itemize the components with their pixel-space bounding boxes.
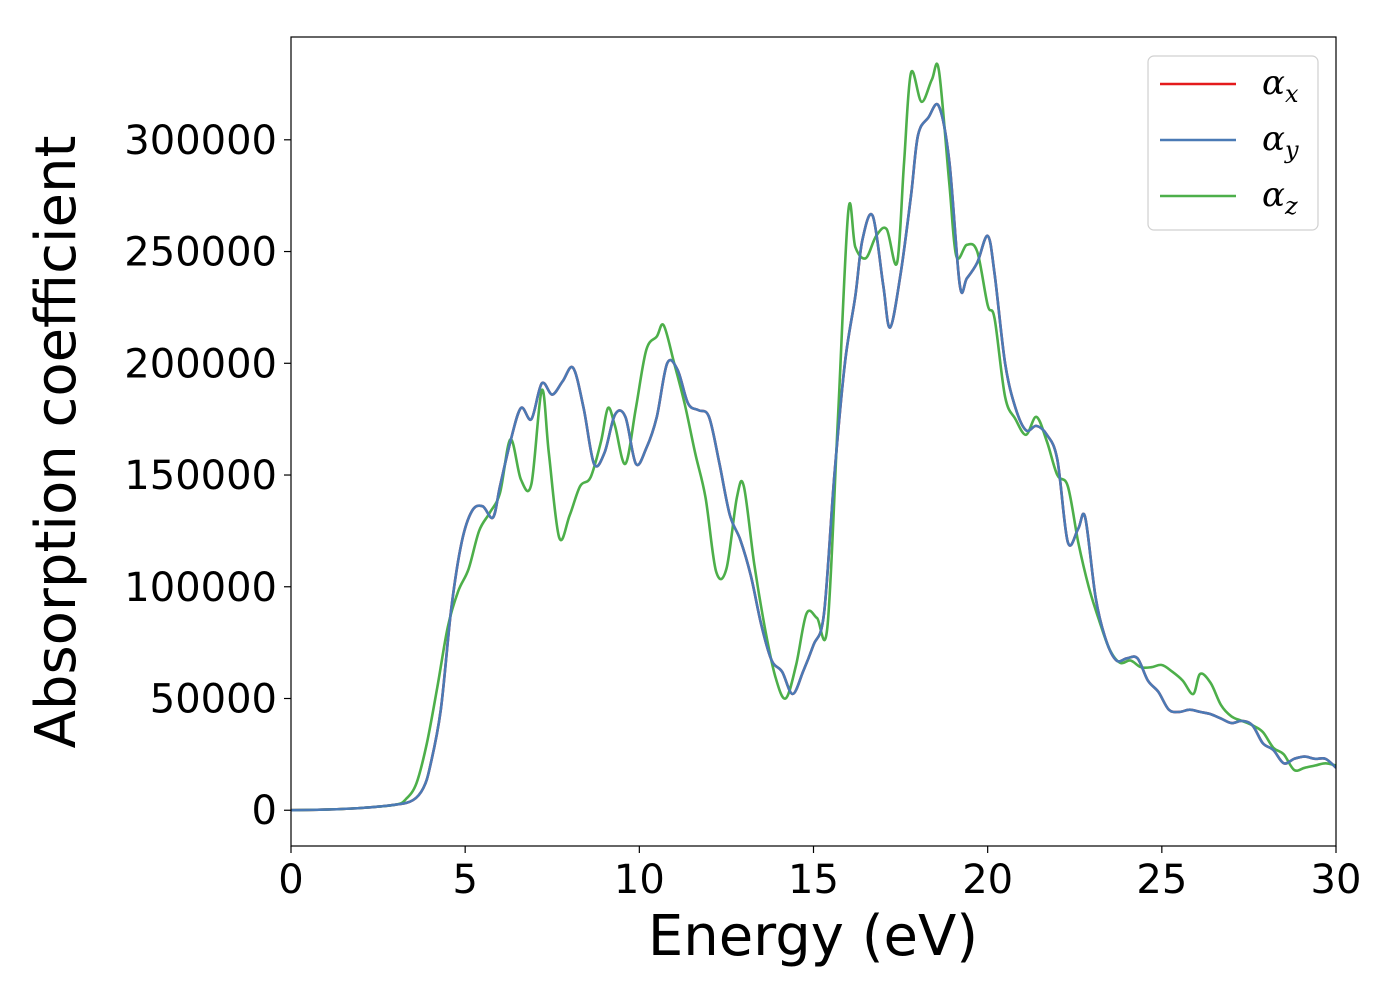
legend-label-z: αz — [1262, 175, 1298, 220]
legend-box — [1147, 55, 1319, 231]
y-tick-label: 0 — [252, 788, 277, 834]
series-layer — [291, 62, 1336, 812]
x-tick-label: 15 — [788, 857, 839, 903]
x-tick-label: 20 — [962, 857, 1013, 903]
series-line-z — [291, 62, 1336, 812]
legend-label-x: αx — [1262, 63, 1299, 108]
x-axis-label: Energy (eV) — [648, 904, 978, 969]
legend-label-y: αy — [1262, 119, 1299, 164]
x-tick-label: 30 — [1311, 857, 1362, 903]
y-axis: 0 50000 100000 150000 200000 250000 300000 — [124, 118, 291, 834]
legend: αx αy αz — [1147, 55, 1319, 231]
x-axis: 0 5 10 15 20 25 30 — [278, 846, 1361, 903]
y-axis-label: Absorption coefficient — [24, 136, 89, 749]
x-tick-label: 0 — [278, 857, 303, 903]
x-tick-label: 10 — [614, 857, 665, 903]
y-tick-label: 250000 — [124, 230, 277, 276]
y-tick-label: 150000 — [124, 453, 277, 499]
x-tick-label: 5 — [452, 857, 477, 903]
series-line-y — [291, 102, 1336, 812]
y-tick-label: 100000 — [124, 565, 277, 611]
y-tick-label: 300000 — [124, 118, 277, 164]
x-tick-label: 25 — [1136, 857, 1187, 903]
y-tick-label: 50000 — [150, 677, 277, 723]
y-tick-label: 200000 — [124, 341, 277, 387]
